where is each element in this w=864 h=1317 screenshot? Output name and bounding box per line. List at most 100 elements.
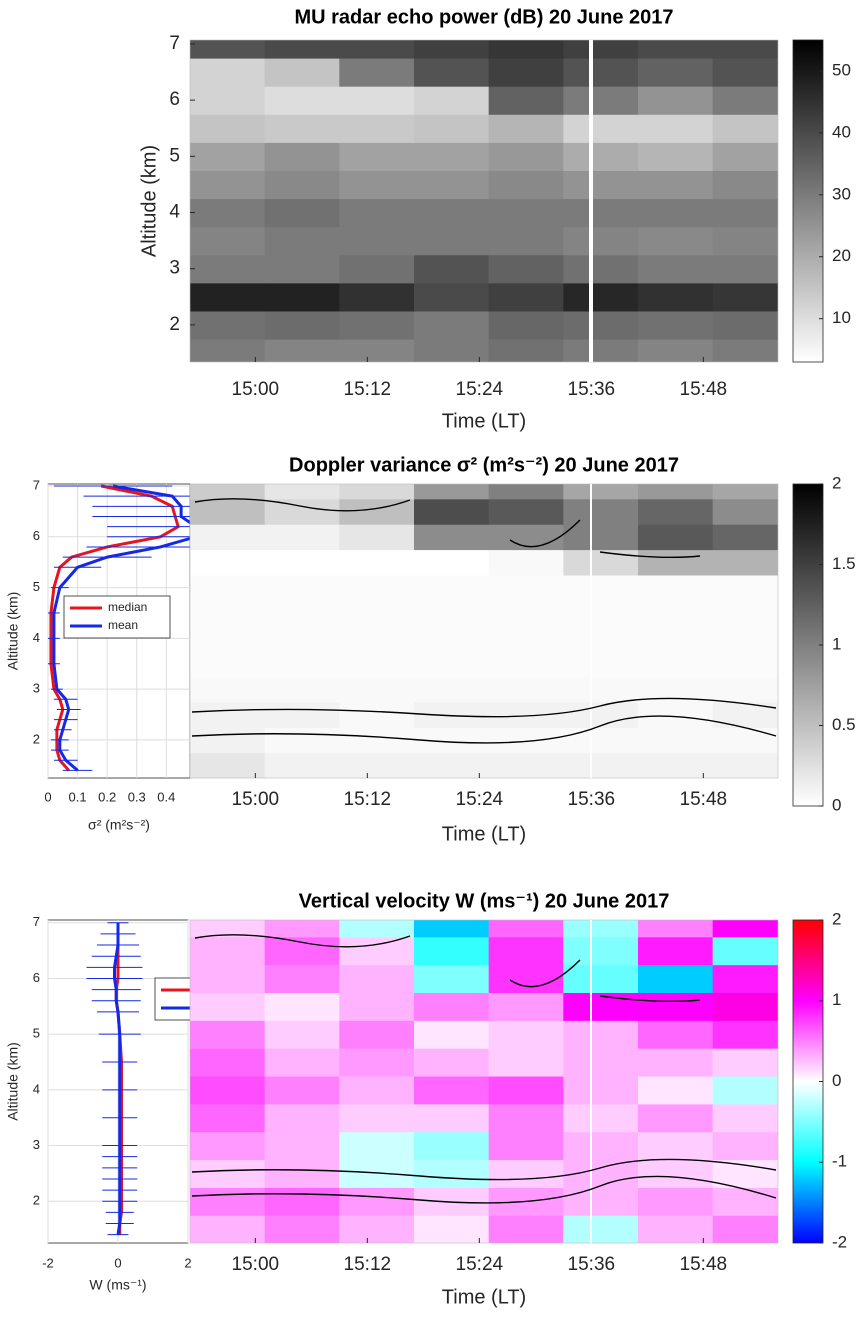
heat-cell [339, 1103, 415, 1133]
heat-cell [712, 1187, 778, 1216]
heat-cell [563, 676, 639, 703]
heat-cell [190, 992, 266, 1021]
x-tick-label: 0.1 [69, 789, 87, 804]
heat-cell [339, 142, 415, 171]
heat-cell [339, 1187, 415, 1216]
x-tick-label: 15:36 [568, 1254, 616, 1275]
heat-cell [414, 936, 490, 966]
x-tick-label: 15:12 [344, 789, 392, 810]
heat-cell [414, 1075, 490, 1105]
heat-cell [488, 1075, 564, 1105]
heat-cell [488, 676, 564, 703]
heat-cell [414, 1020, 490, 1049]
heat-cell [488, 254, 564, 284]
heat-cell [264, 226, 340, 256]
data-gap [590, 920, 592, 1243]
heat-cell [563, 282, 639, 312]
heat-cell [264, 1103, 340, 1133]
heat-cell [488, 498, 564, 525]
heatmap [190, 484, 778, 778]
heat-cell [264, 920, 340, 938]
x-tick-label: 15:12 [344, 379, 392, 400]
heat-cell [488, 484, 564, 500]
heat-cell [563, 727, 639, 754]
colorbar-tick-label: 0.5 [832, 715, 856, 734]
heat-cell [339, 651, 415, 678]
heat-cell [488, 574, 564, 601]
colorbar-tick-label: 30 [832, 184, 851, 203]
heat-cell [414, 86, 490, 115]
heat-cell [414, 1131, 490, 1161]
heat-cell [339, 310, 415, 340]
y-tick-label: 3 [169, 258, 180, 279]
heat-cell [264, 57, 340, 87]
y-tick-label: 3 [33, 1137, 40, 1152]
heat-cell [264, 992, 340, 1021]
colorbar-tick-label: 40 [832, 122, 851, 141]
heat-cell [339, 920, 415, 938]
heat-cell [264, 574, 340, 601]
x-tick-label: 0.2 [98, 789, 116, 804]
y-tick-label: 4 [33, 1081, 40, 1096]
heat-cell [563, 198, 639, 228]
heat-cell [563, 310, 639, 340]
heat-cell [488, 1131, 564, 1161]
heat-cell [563, 170, 639, 200]
heat-cell [339, 992, 415, 1021]
heat-cell [488, 727, 564, 754]
heat-cell [190, 114, 266, 143]
heat-cell [264, 936, 340, 966]
y-tick-label: 2 [33, 1193, 40, 1208]
heat-cell [488, 920, 564, 938]
heat-cell [339, 752, 415, 778]
heat-cell [190, 170, 266, 200]
heat-cell [190, 701, 266, 728]
colorbar-tick-label: 1 [832, 634, 841, 653]
heat-cell [488, 142, 564, 171]
legend-label: mean [108, 618, 138, 632]
x-tick-label: 15:24 [456, 379, 504, 400]
heat-cell [712, 651, 778, 678]
heat-cell [339, 338, 415, 362]
heat-cell [563, 992, 639, 1021]
heat-cell [190, 1048, 266, 1077]
heat-cell [264, 1075, 340, 1105]
heat-cell [264, 549, 340, 576]
heat-cell [638, 170, 714, 200]
legend-box [63, 595, 171, 639]
heat-cell [488, 1215, 564, 1243]
x-tick-label: 0 [44, 789, 51, 804]
heat-cell [339, 1020, 415, 1049]
heat-cell [414, 310, 490, 340]
colorbar-tick-label: -2 [832, 1232, 847, 1251]
colorbar-tick-label: 20 [832, 246, 851, 265]
x-tick-label: 15:12 [344, 1254, 392, 1275]
heat-cell [638, 625, 714, 652]
x-tick-label: 15:48 [680, 789, 728, 810]
x-tick-label: 15:48 [680, 379, 728, 400]
heat-cell [190, 1020, 266, 1049]
x-tick-label: 15:24 [456, 1254, 504, 1275]
heat-cell [488, 651, 564, 678]
heat-cell [712, 114, 778, 143]
heat-cell [339, 701, 415, 728]
heat-cell [712, 282, 778, 312]
heat-cell [712, 310, 778, 340]
heat-cell [563, 600, 639, 627]
heat-cell [414, 676, 490, 703]
x-axis-label: W (ms⁻¹) [89, 1277, 146, 1293]
heat-cell [712, 86, 778, 115]
profile [49, 484, 190, 772]
heat-cell [563, 226, 639, 256]
heat-cell [264, 1020, 340, 1049]
heat-cell [190, 676, 266, 703]
heat-cell [414, 992, 490, 1021]
heat-cell [638, 86, 714, 115]
heat-cell [190, 1215, 266, 1243]
heat-cell [563, 1020, 639, 1049]
heat-cell [414, 524, 490, 551]
heat-cell [414, 170, 490, 200]
heat-cell [488, 310, 564, 340]
contour-line [191, 697, 777, 744]
